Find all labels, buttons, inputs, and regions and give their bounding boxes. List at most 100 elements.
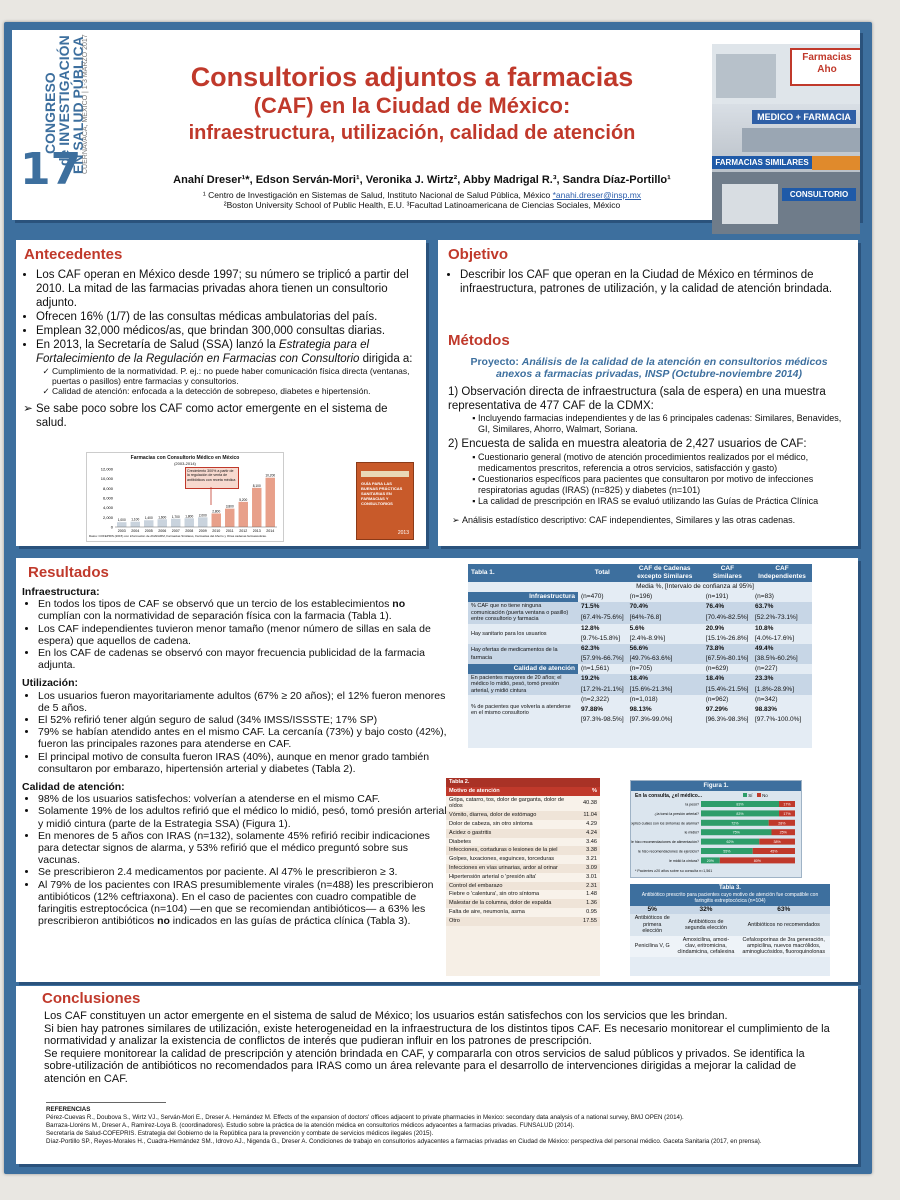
tabla3-head: Antibióticos de primera elección <box>634 915 670 935</box>
reference-item: Pérez-Cuevas R., Doubova S., Wirtz VJ., … <box>46 1114 684 1121</box>
tabla1-cell: [64%-76.8] <box>629 614 662 622</box>
tabla1-cell: [9.7%-15.8%] <box>581 634 621 642</box>
antecedentes-bullet: Ofrecen 16% (1/7) de las consultas médic… <box>36 310 418 324</box>
bar <box>117 522 127 527</box>
x-tick-label: 2006 <box>158 529 166 533</box>
tabla1-cell: 98.83% <box>755 706 778 713</box>
poster-header: 17 CONGRESO de INVESTIGACIÓN EN SALUD PÚ… <box>12 30 860 234</box>
bar <box>265 477 275 527</box>
tabla1-row-label: Hay ofertas de medicamentos de la farmac… <box>471 646 558 661</box>
figura1-value-si: 62% <box>727 840 735 844</box>
infra-subtitle: Infraestructura: <box>22 586 100 598</box>
tabla2-row: Hipertensión arterial o 'presión alta' 3.… <box>446 872 600 882</box>
figura1-value-no: 28% <box>778 821 786 825</box>
figura1-value-no: 80% <box>754 859 762 863</box>
antecedentes-bullet: Se sabe poco sobre los CAF como actor em… <box>36 402 418 430</box>
conclusiones-section: Conclusiones Los CAF constituyen un acto… <box>16 986 858 1164</box>
photo-sign-similares: FARMACIAS SIMILARES <box>712 156 812 169</box>
figura1-value-si: 83% <box>736 812 744 816</box>
x-tick-label: 2008 <box>185 529 193 533</box>
figura1-value-no: 25% <box>780 831 788 835</box>
figura1-chart: la pesó? 83% 17% ¿la tomó la presión arteri… <box>631 801 795 864</box>
book-label: GUÍA PARA LAS BUENAS PRÁCTICAS SANITARIA… <box>361 481 403 506</box>
result-bullet: Se prescribieron 2.4 medicamentos por pa… <box>38 866 448 878</box>
growth-chart: Farmacias con Consultorio Médico en Méxi… <box>86 452 284 542</box>
tabla3-pct: 63% <box>777 906 791 913</box>
tabla1-cell: [97.7%-100.0%] <box>755 716 802 723</box>
tabla3-drugs: Cefalosporinas de 3ra generación, ampici… <box>742 936 826 956</box>
result-bullet: El 52% refirió tener algún seguro de sal… <box>38 714 448 726</box>
tabla2-pct: 3.46 <box>586 838 597 845</box>
figura1-row-label: le hizo recomendaciones de ejercicio? <box>638 850 699 854</box>
figura1-bar-no <box>759 838 795 845</box>
objetivo-title: Objetivo <box>448 246 509 263</box>
objetivo-body: Describir los CAF que operan en la Ciuda… <box>444 268 848 296</box>
y-tick-label: 2,000 <box>103 515 114 520</box>
figura1-bar-si <box>701 838 760 845</box>
tabla2-row: Dolor de cabeza, sin otro síntoma 4.29 <box>446 819 600 829</box>
tabla1-cell: [15.4%-21.5%] <box>705 685 749 693</box>
figura1-row-label: le explicó cuáles son los síntomas de al… <box>631 821 699 825</box>
tabla1-col: CAF Independientes <box>758 565 806 580</box>
bar <box>198 517 208 527</box>
bar-value-label: 1,100 <box>131 518 139 522</box>
metodos-subitem: Cuestionarios específicos para pacientes… <box>478 474 852 496</box>
tabla2-pct: 1.48 <box>586 891 597 898</box>
antecedentes-title: Antecedentes <box>24 246 123 263</box>
tabla1-cell: (n=342) <box>755 696 778 703</box>
figura1-value-no: 17% <box>783 812 791 816</box>
tabla1-cell: [52.2%-73.1%] <box>755 614 798 622</box>
bar-value-label: 1,400 <box>145 516 153 520</box>
tabla1-cell: 71.5% <box>581 603 600 611</box>
tabla2-motivo: Golpes, luxaciones, esguinces, torcedura… <box>449 856 555 863</box>
bar <box>130 521 140 527</box>
author-email[interactable]: *anahi.dreser@insp.mx <box>552 190 642 200</box>
tabla1-cell: [2.4%-8.9%] <box>629 634 666 642</box>
figura1-row-label: le hizo recomendaciones de alimentación? <box>631 840 699 844</box>
figura1-bar-no <box>719 857 795 864</box>
tabla1-cell: [15.6%-21.3%] <box>629 685 673 693</box>
logo-number: 17 <box>20 144 82 195</box>
tabla1-cell: 10.8% <box>755 624 774 632</box>
y-tick-label: 8,000 <box>103 486 114 491</box>
photo-sign-medico: MEDICO + FARMACIA <box>752 110 856 124</box>
reference-item: Barraza-Lloréns M., Dreser A., Ramírez-L… <box>46 1122 575 1129</box>
tabla3-title: Tabla 3. <box>630 884 830 892</box>
references-divider <box>46 1102 166 1103</box>
tabla2-row: Falta de aire, neumonía, asma 0.95 <box>446 907 600 917</box>
tabla2-motivo: Diabetes <box>449 838 472 845</box>
bar-value-label: 10,200 <box>265 474 275 478</box>
x-tick-label: 2007 <box>172 529 180 533</box>
tabla1-cell: (n=1,561) <box>581 664 610 672</box>
tabla2-motivo: Falta de aire, neumonía, asma <box>449 908 525 915</box>
antecedentes-bullet: En 2013, la Secretaría de Salud (SSA) la… <box>36 338 418 366</box>
tabla-3: Tabla 3. Antibiótico prescrito para paci… <box>630 884 830 976</box>
figura1-row-label: ¿la tomó la presión arterial? <box>654 812 699 816</box>
growth-chart-annotation: Crecimiento 300% a partir de la regulaci… <box>185 467 239 489</box>
tabla1-row-label: % de pacientes que volvería a atenderse … <box>471 703 571 717</box>
tabla2-pct: 3.21 <box>586 856 597 863</box>
tabla1-cell: 63.7% <box>755 603 774 611</box>
x-tick-label: 2011 <box>226 529 234 533</box>
tabla1-cell: (n=705) <box>629 664 653 672</box>
affiliations: ¹ Centro de Investigación en Sistemas de… <box>122 190 722 210</box>
tabla1-cell: 49.4% <box>755 644 774 652</box>
calidad-subtitle: Calidad de atención: <box>22 781 125 794</box>
antecedentes-bullet: Los CAF operan en México desde 1997; su … <box>36 268 418 310</box>
metodos-title: Métodos <box>448 332 510 349</box>
figura1-title: Figura 1. <box>631 781 801 791</box>
conclusion-paragraph: Si bien hay patrones similares de utiliz… <box>44 1022 830 1048</box>
figura1-bar-no <box>779 810 795 817</box>
tabla1-cell: [96.3%-98.3%] <box>705 716 749 723</box>
tabla2-row: Control del embarazo 2.31 <box>446 881 600 891</box>
tabla2-row: Diabetes 3.46 <box>446 837 600 847</box>
tabla3-head: Antibióticos no recomendados <box>747 921 820 928</box>
tabla2-pct: 3.09 <box>586 864 597 871</box>
resultados-title: Resultados <box>28 564 109 581</box>
result-bullet: Al 79% de los pacientes con IRAS presumi… <box>38 879 448 928</box>
tabla-1: Tabla 1. Total CAF de Cadenas excepto Si… <box>468 564 812 748</box>
photo-sign-consultorio: CONSULTORIO <box>782 188 856 201</box>
figura1-bar-si <box>701 810 780 817</box>
authors: Anahí Dreser¹*, Edson Serván-Mori¹, Vero… <box>173 174 671 186</box>
tabla3-pct: 32% <box>699 906 713 913</box>
